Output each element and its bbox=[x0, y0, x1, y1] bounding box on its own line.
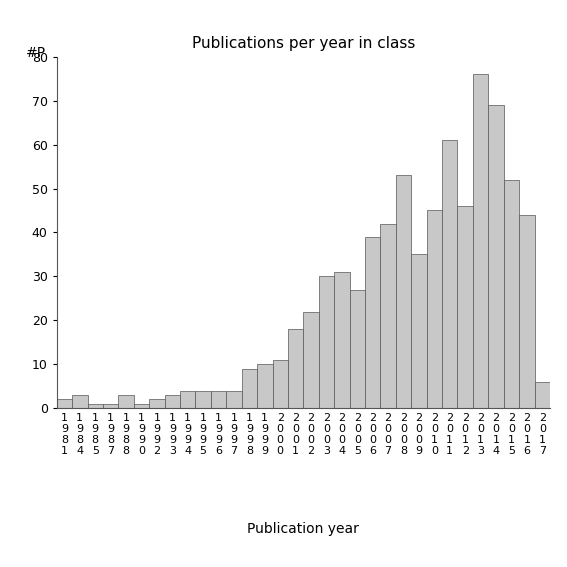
Bar bbox=[149, 399, 164, 408]
Bar bbox=[535, 382, 550, 408]
Bar bbox=[503, 180, 519, 408]
Bar bbox=[164, 395, 180, 408]
Bar bbox=[226, 391, 242, 408]
Bar bbox=[196, 391, 211, 408]
Bar bbox=[380, 224, 396, 408]
Bar bbox=[519, 215, 535, 408]
Bar bbox=[442, 140, 458, 408]
Bar bbox=[72, 395, 87, 408]
Bar bbox=[57, 399, 72, 408]
Bar bbox=[303, 312, 319, 408]
Bar bbox=[103, 404, 119, 408]
Bar bbox=[473, 74, 488, 408]
Bar bbox=[411, 255, 426, 408]
Bar bbox=[488, 105, 503, 408]
Bar bbox=[396, 175, 411, 408]
Bar bbox=[365, 237, 380, 408]
Bar bbox=[134, 404, 149, 408]
Bar bbox=[180, 391, 196, 408]
Bar bbox=[119, 395, 134, 408]
Bar bbox=[334, 272, 350, 408]
X-axis label: Publication year: Publication year bbox=[247, 522, 359, 536]
Bar bbox=[350, 290, 365, 408]
Bar bbox=[426, 210, 442, 408]
Bar bbox=[458, 206, 473, 408]
Bar bbox=[87, 404, 103, 408]
Bar bbox=[273, 360, 288, 408]
Title: Publications per year in class: Publications per year in class bbox=[192, 36, 415, 52]
Bar bbox=[257, 365, 273, 408]
Bar bbox=[288, 329, 303, 408]
Bar bbox=[211, 391, 226, 408]
Bar bbox=[319, 277, 334, 408]
Bar bbox=[242, 369, 257, 408]
Text: #P: #P bbox=[26, 45, 45, 60]
